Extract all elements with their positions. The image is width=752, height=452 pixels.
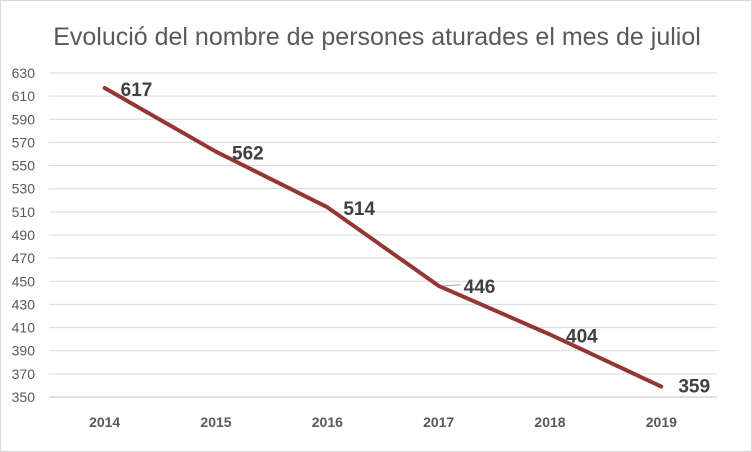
y-axis-ticks: 350 370 390 410 430 450 470 490 510 530 550 570 590 6… [12, 65, 36, 405]
y-tick-label: 610 [12, 88, 36, 104]
y-tick-label: 410 [12, 320, 36, 336]
y-tick-label: 450 [12, 273, 36, 289]
data-label: 446 [464, 277, 496, 298]
data-label: 617 [121, 80, 153, 101]
data-label: 514 [343, 199, 375, 220]
series-line [102, 86, 664, 389]
data-label: 359 [678, 377, 710, 398]
data-labels: 617 562 514 446 404 359 [121, 80, 710, 398]
x-axis-ticks: 2014 2015 2016 2017 2018 2019 [89, 414, 677, 430]
data-label: 562 [232, 144, 264, 165]
gridlines [49, 72, 717, 398]
y-tick-label: 530 [12, 181, 36, 197]
y-tick-label: 590 [12, 111, 36, 127]
series-lines [102, 86, 664, 389]
x-tick-label: 2014 [89, 414, 120, 430]
data-label: 404 [566, 327, 598, 348]
y-tick-label: 630 [12, 65, 36, 81]
chart-title: Evolució del nombre de persones aturades… [53, 23, 701, 51]
data-label-leader [442, 284, 461, 287]
x-tick-label: 2016 [312, 414, 343, 430]
y-tick-label: 370 [12, 366, 36, 382]
y-tick-label: 470 [12, 250, 36, 266]
x-tick-label: 2018 [534, 414, 565, 430]
x-tick-label: 2017 [423, 414, 454, 430]
y-tick-label: 570 [12, 134, 36, 150]
y-tick-label: 390 [12, 343, 36, 359]
y-tick-label: 430 [12, 296, 36, 312]
y-tick-label: 350 [12, 389, 36, 405]
x-tick-label: 2019 [646, 414, 677, 430]
y-tick-label: 550 [12, 158, 36, 174]
x-tick-label: 2015 [200, 414, 231, 430]
y-tick-label: 510 [12, 204, 36, 220]
y-tick-label: 490 [12, 227, 36, 243]
